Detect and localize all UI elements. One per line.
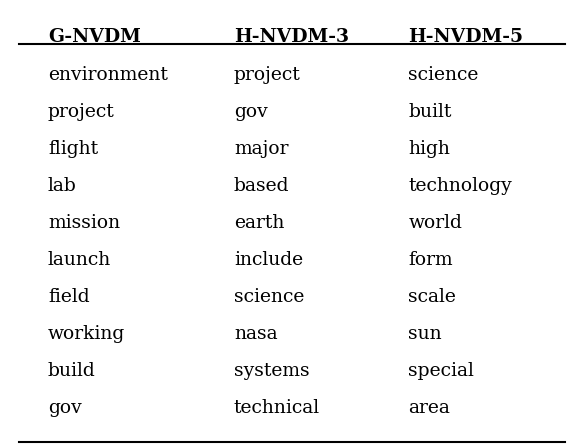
Text: scale: scale xyxy=(408,288,456,306)
Text: gov: gov xyxy=(48,399,82,417)
Text: major: major xyxy=(234,140,288,158)
Text: based: based xyxy=(234,177,290,195)
Text: built: built xyxy=(408,103,451,121)
Text: flight: flight xyxy=(48,140,98,158)
Text: sun: sun xyxy=(408,325,442,343)
Text: environment: environment xyxy=(48,66,168,84)
Text: G-NVDM: G-NVDM xyxy=(48,28,141,46)
Text: H-NVDM-5: H-NVDM-5 xyxy=(408,28,523,46)
Text: field: field xyxy=(48,288,89,306)
Text: area: area xyxy=(408,399,450,417)
Text: technical: technical xyxy=(234,399,320,417)
Text: science: science xyxy=(234,288,304,306)
Text: project: project xyxy=(234,66,301,84)
Text: form: form xyxy=(408,251,453,269)
Text: lab: lab xyxy=(48,177,77,195)
Text: special: special xyxy=(408,362,474,379)
Text: technology: technology xyxy=(408,177,512,195)
Text: working: working xyxy=(48,325,125,343)
Text: nasa: nasa xyxy=(234,325,277,343)
Text: include: include xyxy=(234,251,303,269)
Text: mission: mission xyxy=(48,214,120,232)
Text: earth: earth xyxy=(234,214,284,232)
Text: high: high xyxy=(408,140,450,158)
Text: launch: launch xyxy=(48,251,111,269)
Text: systems: systems xyxy=(234,362,310,379)
Text: build: build xyxy=(48,362,96,379)
Text: gov: gov xyxy=(234,103,267,121)
Text: science: science xyxy=(408,66,479,84)
Text: world: world xyxy=(408,214,462,232)
Text: H-NVDM-3: H-NVDM-3 xyxy=(234,28,349,46)
Text: project: project xyxy=(48,103,114,121)
